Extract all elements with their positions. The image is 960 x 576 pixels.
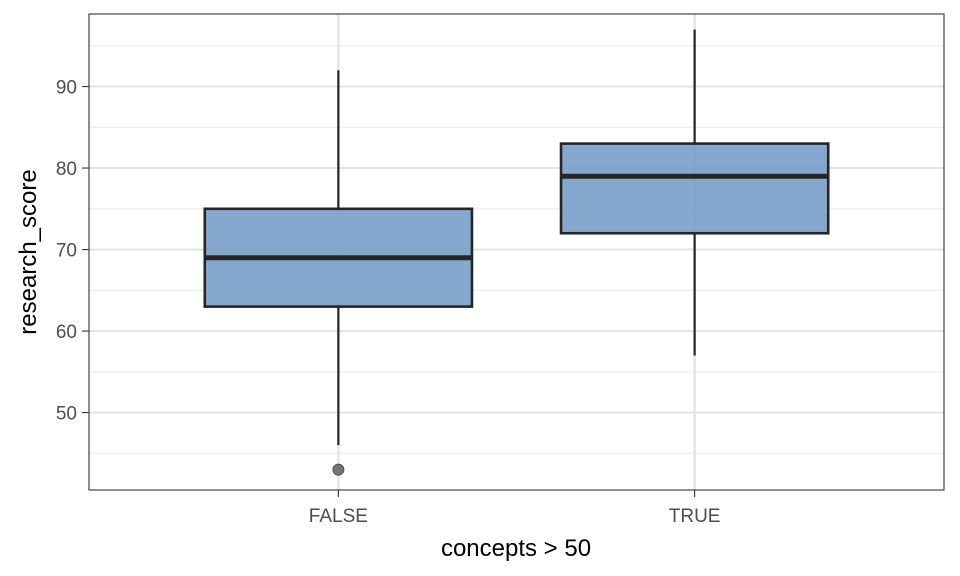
- outlier-point: [332, 463, 345, 476]
- y-axis-title: research_score: [15, 169, 42, 334]
- y-tick-label: 60: [56, 322, 77, 343]
- y-tick-label: 70: [56, 241, 77, 262]
- x-tick-label: TRUE: [669, 506, 721, 527]
- panel-border: [88, 13, 945, 491]
- boxplot-false: [203, 70, 474, 476]
- y-tick-label: 50: [56, 404, 77, 425]
- x-tick-label: FALSE: [309, 506, 368, 527]
- y-axis: 50 60 70 80 90: [56, 78, 89, 425]
- x-axis-title: concepts > 50: [441, 535, 591, 562]
- y-tick-label: 90: [56, 78, 77, 99]
- iqr-box: [559, 142, 830, 235]
- x-axis: FALSE TRUE: [309, 490, 721, 527]
- boxplot-true: [559, 29, 830, 356]
- y-tick-label: 80: [56, 159, 77, 180]
- boxplots: [203, 29, 830, 476]
